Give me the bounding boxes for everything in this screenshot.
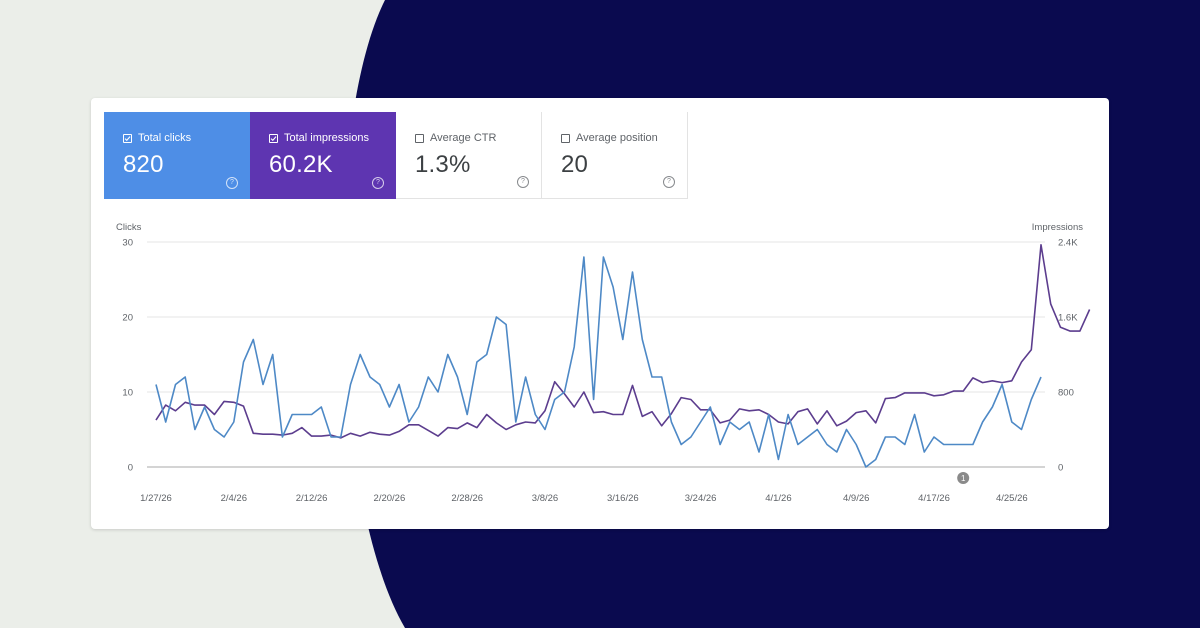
x-tick-label: 2/4/26 [221, 493, 247, 504]
series-line-impressions [155, 244, 1091, 439]
checkbox-checked-icon[interactable] [123, 133, 132, 143]
annotation-marker [957, 472, 970, 484]
x-tick-label: 1/27/26 [140, 493, 172, 504]
x-tick-label: 4/1/26 [765, 493, 791, 504]
help-icon[interactable]: ? [663, 176, 675, 188]
metric-label: Average position [576, 132, 658, 144]
x-tick-label: 4/9/26 [843, 493, 869, 504]
help-icon[interactable]: ? [372, 177, 384, 189]
y-left-axis-title: Clicks [116, 222, 142, 233]
metric-value: 20 [561, 151, 589, 178]
y-right-tick-label: 0 [1058, 463, 1063, 474]
x-tick-label: 3/24/26 [685, 493, 717, 504]
y-right-tick-label: 2.4K [1058, 238, 1078, 249]
x-tick-label: 4/25/26 [996, 493, 1028, 504]
metric-label: Total clicks [138, 132, 192, 144]
performance-card: Total clicks 820 ? Total impressions 60.… [91, 98, 1109, 529]
x-tick-label: 2/20/26 [374, 493, 406, 504]
metric-tile-total-clicks[interactable]: Total clicks 820 ? [104, 112, 250, 199]
x-tick-label: 2/12/26 [296, 493, 328, 504]
checkbox-unchecked-icon[interactable] [415, 133, 424, 143]
x-tick-label: 3/8/26 [532, 493, 558, 504]
x-tick-label: 3/16/26 [607, 493, 639, 504]
y-left-tick-label: 30 [122, 238, 133, 249]
metric-tile-average-ctr[interactable]: Average CTR 1.3% ? [396, 112, 542, 199]
y-right-axis-title: Impressions [1031, 222, 1083, 233]
series-line-clicks [155, 256, 1042, 468]
metric-label: Total impressions [284, 132, 369, 144]
metric-value: 60.2K [269, 151, 333, 178]
performance-line-chart: 0 10 20 30 0 800 1.6K 2.4K 1/27/26 2/4/26 2/12/26 2… [122, 238, 1091, 504]
metric-label: Average CTR [430, 132, 497, 144]
help-icon[interactable]: ? [517, 176, 529, 188]
metric-tile-average-position[interactable]: Average position 20 ? [542, 112, 688, 199]
y-left-tick-label: 20 [122, 313, 133, 324]
help-icon[interactable]: ? [226, 177, 238, 189]
y-left-tick-label: 0 [128, 463, 133, 474]
checkbox-unchecked-icon[interactable] [561, 133, 570, 143]
checkbox-checked-icon[interactable] [269, 133, 278, 143]
metric-value: 1.3% [415, 151, 471, 178]
y-right-tick-label: 1.6K [1058, 313, 1078, 324]
annotation-label: 1 [961, 474, 966, 483]
metric-value: 820 [123, 151, 164, 178]
x-tick-label: 2/28/26 [451, 493, 483, 504]
x-tick-label: 4/17/26 [918, 493, 950, 504]
y-right-tick-label: 800 [1058, 388, 1074, 399]
y-left-tick-label: 10 [122, 388, 133, 399]
metric-tile-total-impressions[interactable]: Total impressions 60.2K ? [250, 112, 396, 199]
